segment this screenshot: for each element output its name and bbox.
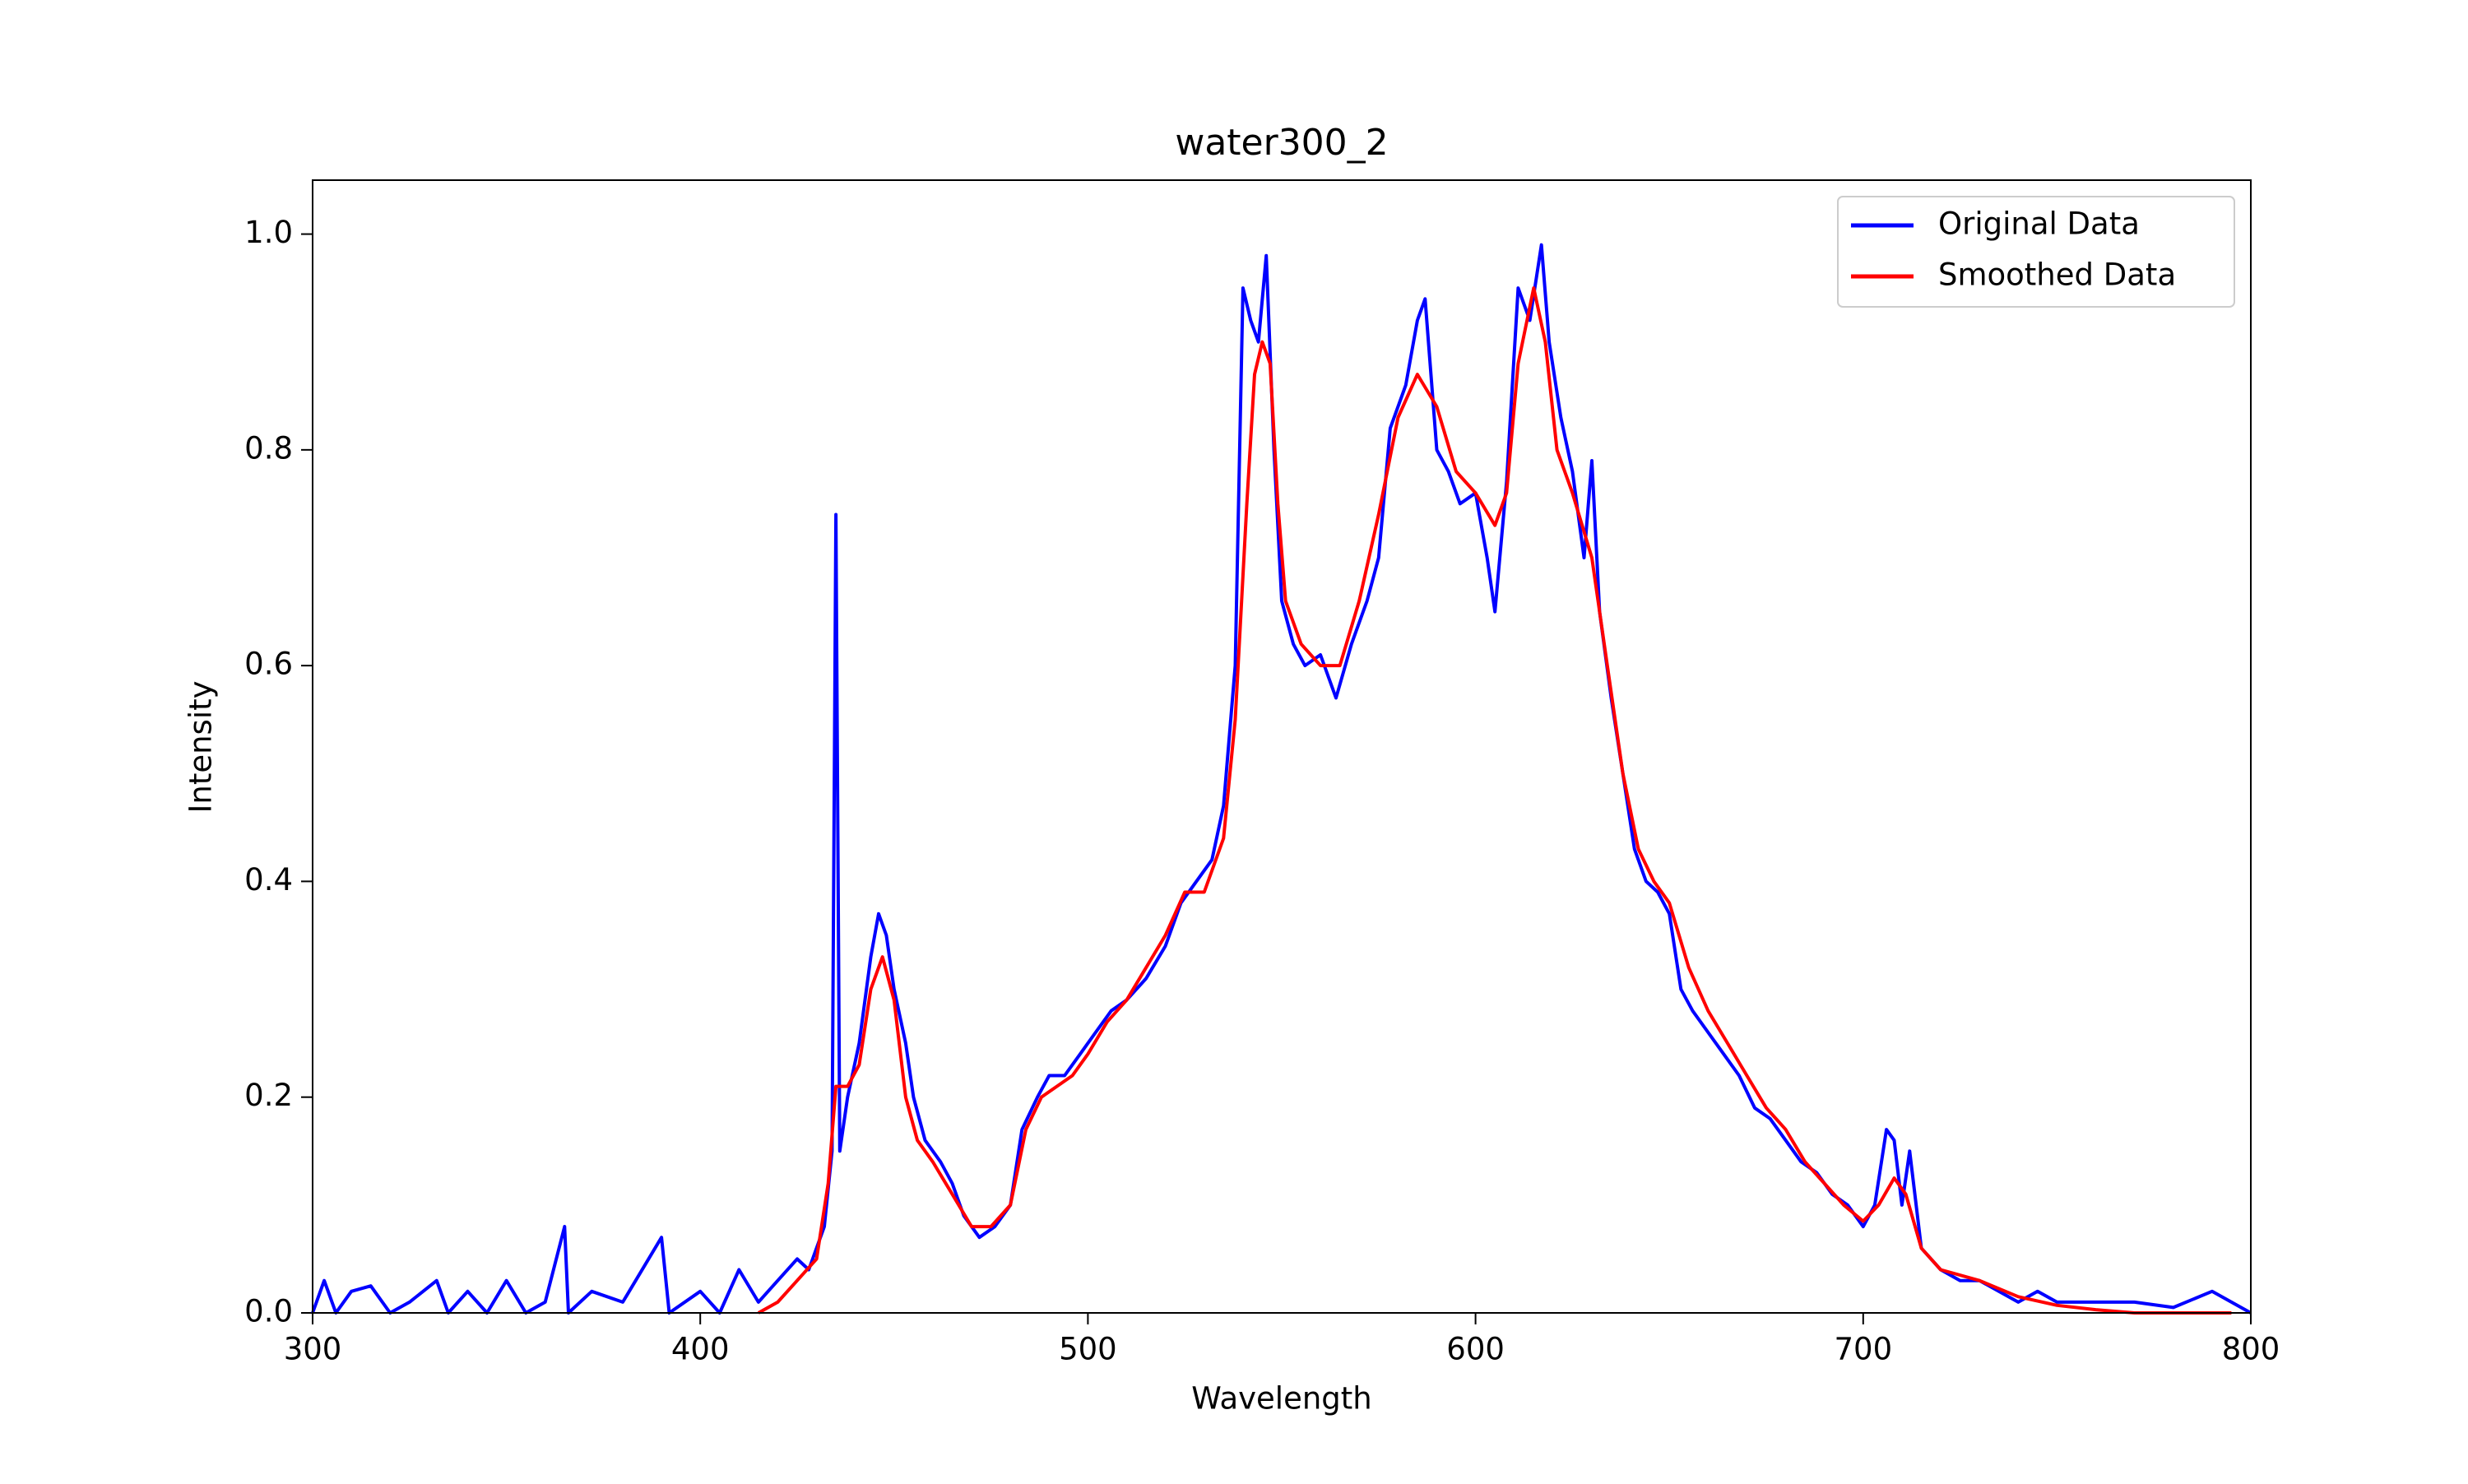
- x-tick-label: 500: [1059, 1332, 1117, 1367]
- legend-label: Original Data: [1938, 206, 2140, 242]
- y-tick-label: 0.0: [244, 1294, 293, 1329]
- y-axis-label: Intensity: [183, 680, 219, 813]
- series-line: [757, 286, 2232, 1315]
- series-line: [311, 243, 2252, 1315]
- x-tick-label: 400: [671, 1332, 730, 1367]
- plot-frame: [312, 179, 2252, 1314]
- y-tick-label: 0.4: [244, 862, 293, 897]
- x-tick-label: 300: [284, 1332, 342, 1367]
- legend-box: [1837, 196, 2235, 308]
- y-tick-label: 0.8: [244, 430, 293, 466]
- x-tick-label: 800: [2222, 1332, 2280, 1367]
- legend-label: Smoothed Data: [1938, 257, 2176, 293]
- x-axis-label: Wavelength: [1191, 1381, 1372, 1417]
- chart-title: water300_2: [1175, 122, 1388, 164]
- y-tick-label: 0.6: [244, 647, 293, 682]
- y-tick-label: 1.0: [244, 215, 293, 250]
- y-tick-label: 0.2: [244, 1078, 293, 1113]
- x-tick-label: 600: [1446, 1332, 1505, 1367]
- x-tick-label: 700: [1834, 1332, 1892, 1367]
